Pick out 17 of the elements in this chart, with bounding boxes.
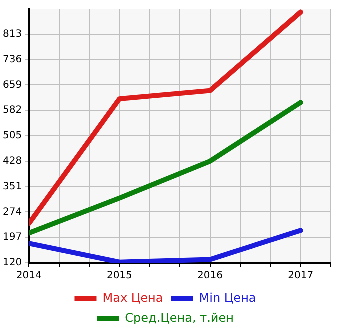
y-tick-label: 120: [2, 258, 22, 269]
y-tick-label: 582: [2, 105, 22, 116]
y-tick-label: 813: [2, 28, 22, 40]
x-tick-label: 2015: [106, 270, 132, 282]
x-tick-label: 2014: [16, 270, 42, 282]
y-tick-label: 197: [2, 232, 22, 244]
y-tick-label: 736: [2, 54, 22, 66]
y-tick-label: 505: [2, 130, 22, 142]
legend-label: Max Цена: [102, 291, 164, 306]
y-tick-label: 274: [2, 206, 22, 218]
x-tick-label: 2016: [198, 270, 223, 282]
x-tick-label: 2017: [288, 270, 314, 282]
legend-label: Min Цена: [199, 291, 256, 306]
y-tick-label: 428: [2, 156, 22, 167]
legend-label: Сред.Цена, т.йен: [125, 311, 234, 326]
y-tick-label: 659: [2, 80, 22, 91]
y-tick-label: 351: [2, 181, 22, 192]
